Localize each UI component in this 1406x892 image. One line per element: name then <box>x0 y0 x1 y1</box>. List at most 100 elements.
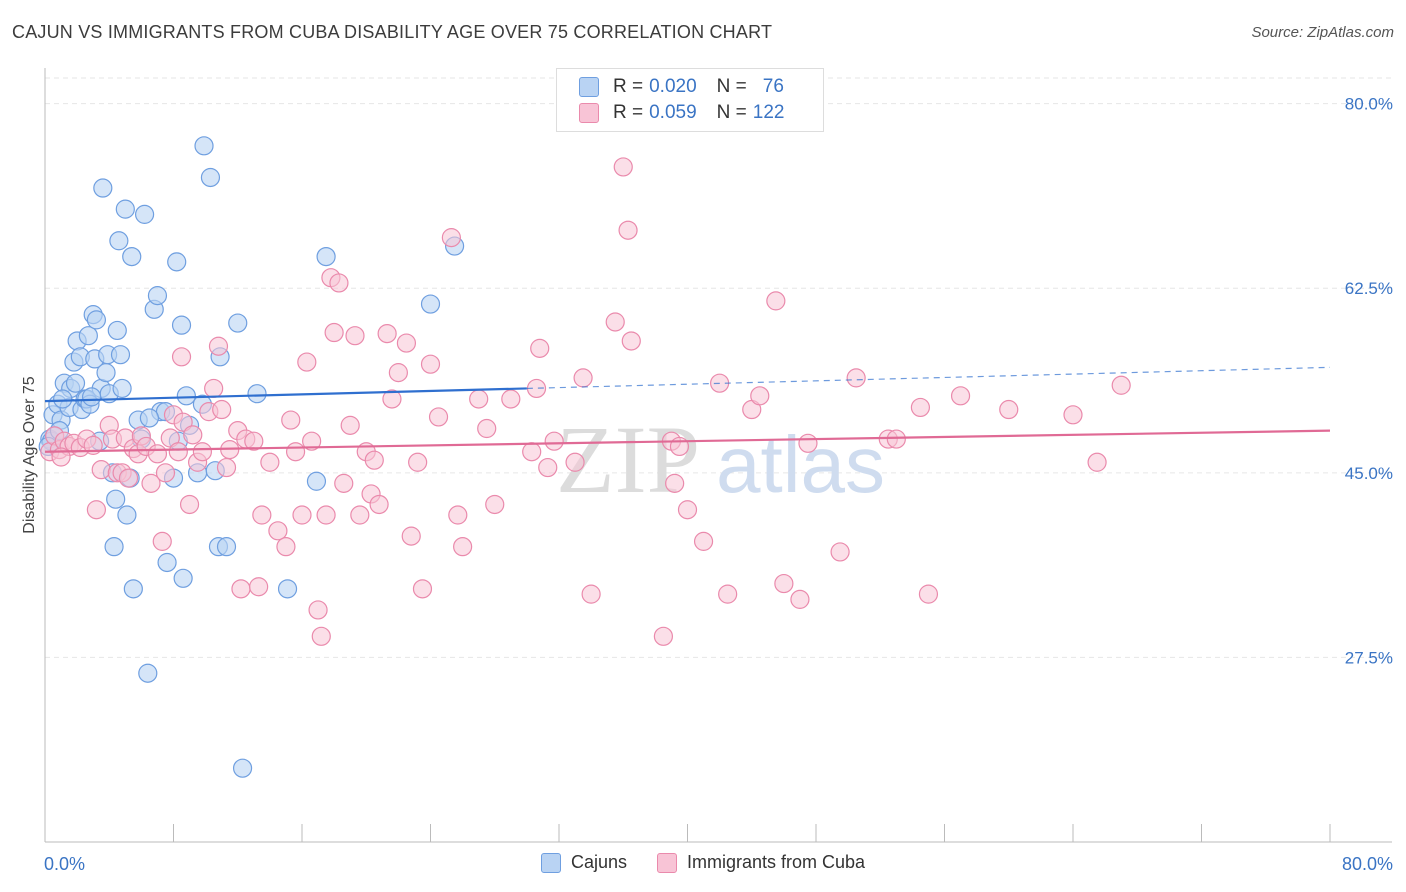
chart-title: CAJUN VS IMMIGRANTS FROM CUBA DISABILITY… <box>12 22 773 42</box>
bottom-legend-cuba: Immigrants from Cuba <box>656 852 866 873</box>
bottom-legend-label-cuba: Immigrants from Cuba <box>686 852 866 872</box>
legend-n-label: N = <box>716 76 747 97</box>
legend-r-value: 0.059 <box>649 102 697 123</box>
cajun-point <box>232 758 253 778</box>
legend-n-value: 76 <box>762 76 784 97</box>
cuba-point <box>311 626 331 646</box>
cuba-point <box>653 626 674 646</box>
bottom-legend: Cajuns Immigrants from Cuba <box>0 852 1406 873</box>
cuba-trend-line <box>44 429 1331 453</box>
cuba-point <box>268 521 288 541</box>
cajun-points <box>38 136 465 778</box>
legend-swatch-cajun <box>579 77 599 97</box>
cajun-point <box>78 326 98 346</box>
cuba-point <box>171 347 192 367</box>
cuba-point <box>538 457 558 478</box>
cuba-point <box>388 363 408 383</box>
cajun-point <box>123 579 143 599</box>
cuba-point <box>155 463 176 483</box>
cajun-point <box>200 167 221 188</box>
cuba-point <box>183 425 203 445</box>
cuba-point <box>345 326 365 346</box>
trend-lines <box>44 366 1331 453</box>
y-tick-label: 62.5% <box>1345 279 1393 298</box>
cajun-point <box>171 315 192 335</box>
cajun-point <box>107 320 127 341</box>
legend-row-cajun: R = 0.020 N = 76 <box>579 75 790 99</box>
cuba-point <box>147 444 168 464</box>
cuba-point <box>750 386 770 406</box>
cuba-point <box>544 431 564 451</box>
cuba-point <box>774 573 794 594</box>
x-tick-label-max: 80.0% <box>1342 854 1393 874</box>
legend-r-label: R = <box>613 76 644 97</box>
cuba-point <box>665 473 685 493</box>
watermark-atlas: atlas <box>716 420 885 509</box>
cuba-point <box>1063 405 1083 425</box>
cajun-point <box>109 231 129 251</box>
legend-box: R = 0.020 N = 76 R = 0.059 N = 122 <box>556 68 824 132</box>
cuba-point <box>485 494 505 515</box>
cajun-point <box>228 313 248 333</box>
cuba-point <box>192 442 213 462</box>
cajun-point <box>247 384 267 404</box>
cuba-point <box>396 333 417 353</box>
cuba-point <box>281 410 301 430</box>
cajun-point <box>115 199 135 219</box>
cuba-point <box>790 589 810 609</box>
cuba-point <box>216 457 237 478</box>
cuba-point <box>428 407 449 427</box>
cuba-point <box>441 228 461 248</box>
cajun-point <box>110 345 131 365</box>
cuba-point <box>91 460 111 480</box>
cajun-point <box>216 537 237 557</box>
cuba-point <box>329 273 349 293</box>
x-tick-label-min: 0.0% <box>44 854 85 874</box>
tick-labels: 27.5% 45.0% 62.5% 80.0% 0.0% 80.0% <box>44 95 1393 874</box>
cajun-point <box>134 204 155 224</box>
cuba-point <box>846 368 866 388</box>
cuba-point <box>369 494 389 515</box>
bottom-legend-swatch-cajuns <box>540 852 561 873</box>
cajun-point <box>139 408 160 428</box>
cuba-point <box>477 418 497 439</box>
cuba-points <box>40 157 1131 646</box>
cuba-point <box>168 442 188 462</box>
cajun-point <box>122 246 142 267</box>
cajun-point <box>167 252 187 272</box>
cajun-point <box>81 387 102 407</box>
cuba-point <box>204 378 224 399</box>
cuba-point <box>830 542 850 562</box>
cuba-point <box>285 442 306 462</box>
legend-swatch-cuba <box>579 103 599 123</box>
cuba-point <box>408 452 428 472</box>
cuba-point <box>693 531 714 551</box>
y-axis-label: Disability Age Over 75 <box>21 376 38 534</box>
cuba-point <box>950 386 971 406</box>
cuba-point <box>530 338 550 358</box>
cuba-point <box>118 468 139 488</box>
cuba-point <box>292 505 312 525</box>
cuba-point <box>316 505 336 525</box>
cuba-point <box>340 415 360 435</box>
y-tick-label: 27.5% <box>1345 648 1393 667</box>
cuba-point <box>448 505 468 525</box>
cuba-point <box>276 537 296 557</box>
cuba-point <box>565 452 585 472</box>
cuba-point <box>350 505 370 525</box>
legend-r-value: 0.020 <box>649 76 697 97</box>
cuba-point <box>382 389 402 409</box>
cuba-point <box>999 399 1019 420</box>
legend-row-cuba: R = 0.059 N = 122 <box>579 101 790 125</box>
cuba-point <box>377 323 397 344</box>
cuba-point <box>208 336 229 356</box>
cuba-point <box>231 579 251 599</box>
cuba-point <box>141 473 161 493</box>
cajun-point <box>104 537 124 557</box>
cajun-point <box>65 373 86 393</box>
bottom-legend-cajuns: Cajuns <box>540 852 627 873</box>
cajun-point <box>117 505 137 525</box>
cuba-point <box>179 494 200 515</box>
cuba-point <box>364 450 384 470</box>
